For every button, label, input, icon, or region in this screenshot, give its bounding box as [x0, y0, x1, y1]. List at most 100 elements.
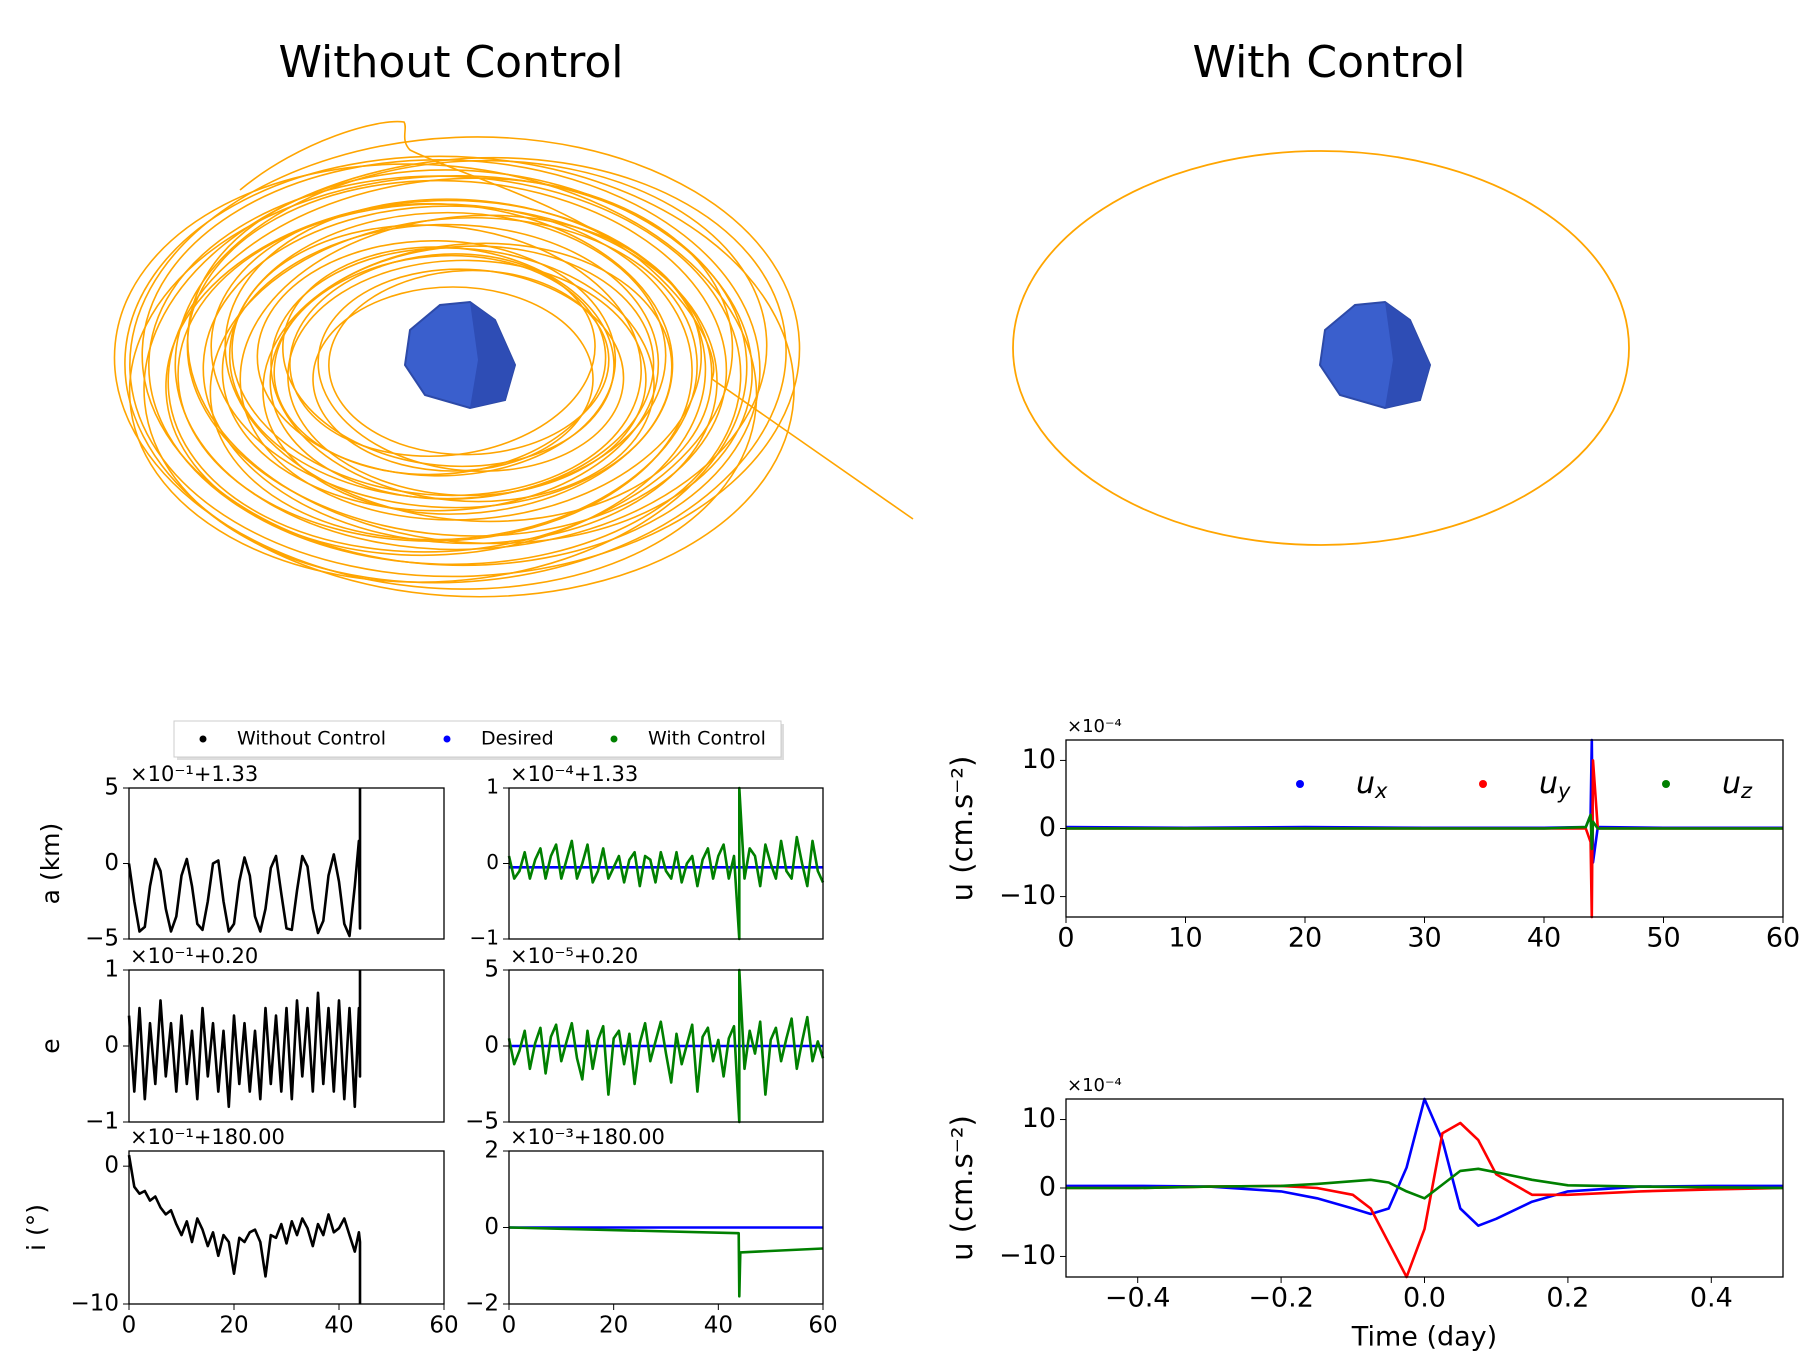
orbit [262, 242, 673, 515]
x-tick-label: 20 [1288, 923, 1322, 954]
legend-marker [1479, 780, 1487, 788]
y-axis-label: u (cm.s⁻²) [945, 756, 979, 902]
y-axis-label: u (cm.s⁻²) [945, 1115, 979, 1261]
orbit [289, 253, 596, 458]
offset-label: ×10⁻⁵+0.20 [510, 944, 638, 968]
legend-label: With Control [648, 728, 766, 750]
orbit [165, 199, 707, 557]
orbit [711, 378, 914, 520]
panel-title: With Control [1193, 37, 1466, 88]
legend-marker [1296, 780, 1304, 788]
y-tick-label: 10 [1022, 1103, 1056, 1134]
orbit [256, 239, 617, 477]
y-axis-label: e [36, 1038, 65, 1053]
y-tick-label: 5 [484, 957, 499, 983]
legend-name: u [1722, 766, 1741, 801]
x-tick-label: 50 [1646, 923, 1680, 954]
x-tick-label: −0.4 [1105, 1283, 1171, 1314]
offset-label: ×10⁻⁴ [1067, 1075, 1122, 1096]
asteroid [1318, 300, 1432, 410]
data-line [1066, 1097, 1783, 1227]
x-tick-label: 40 [324, 1313, 353, 1339]
y-tick-label: −5 [465, 1109, 499, 1135]
x-tick-label: 40 [704, 1313, 733, 1339]
offset-label: ×10⁻¹+0.20 [130, 944, 258, 968]
y-tick-label: −1 [470, 926, 499, 950]
y-tick-label: −10 [999, 880, 1056, 911]
x-tick-label: 60 [429, 1313, 458, 1339]
data-line [1066, 813, 1783, 851]
x-tick-label: 0.0 [1403, 1283, 1446, 1314]
offset-label: ×10⁻³+180.00 [510, 1125, 665, 1149]
offset-label: ×10⁻¹+1.33 [130, 762, 258, 786]
orbit-render [113, 120, 914, 598]
legend-label: Without Control [237, 728, 386, 750]
y-tick-label: −2 [465, 1291, 499, 1317]
legend-name: u [1539, 766, 1558, 801]
plot-frame [128, 969, 445, 1123]
orbit [174, 159, 768, 551]
panel-title: Without Control [279, 37, 624, 88]
legend-subscript: x [1374, 779, 1388, 803]
y-axis-label: a (km) [36, 823, 65, 905]
legend-marker [443, 735, 451, 743]
x-tick-label: 0 [502, 1313, 517, 1339]
orbit [202, 205, 718, 545]
x-tick-label: 20 [599, 1313, 628, 1339]
orbit [129, 136, 801, 578]
offset-label: ×10⁻⁴+1.33 [510, 762, 638, 786]
orbit [143, 156, 787, 584]
data-line [127, 1154, 362, 1304]
legend-subscript: y [1557, 779, 1571, 803]
legend-box [173, 720, 782, 758]
x-tick-label: −0.2 [1248, 1283, 1314, 1314]
data-line [507, 968, 825, 1124]
legend-name: u [1356, 766, 1375, 801]
data-line [1066, 759, 1783, 919]
y-tick-label: −1 [85, 1109, 119, 1135]
y-tick-label: 2 [484, 1138, 499, 1164]
y-tick-label: −10 [70, 1291, 119, 1317]
charts: −505×10⁻¹+1.33a (km)−101×10⁻⁴+1.33−101×1… [22, 716, 1800, 1351]
orbit [239, 214, 703, 521]
legend-marker [610, 735, 618, 743]
data-line [127, 970, 362, 1109]
offset-label: ×10⁻⁴ [1067, 716, 1122, 737]
orbit [231, 224, 642, 497]
orbit [239, 120, 715, 380]
y-tick-label: 0 [104, 1153, 119, 1179]
y-tick-label: 0 [486, 850, 499, 874]
data-line [1066, 1121, 1784, 1279]
legend-label: uy [1539, 766, 1571, 804]
x-tick-label: 0.4 [1690, 1283, 1733, 1314]
x-tick-label: 60 [808, 1313, 837, 1339]
y-tick-label: 0 [1039, 1172, 1056, 1203]
orbit [228, 211, 667, 500]
data-line [1065, 738, 1783, 864]
y-tick-label: 0 [104, 1033, 119, 1059]
x-tick-label: 0.2 [1546, 1283, 1589, 1314]
x-tick-label: 20 [219, 1313, 248, 1339]
y-tick-label: 1 [486, 775, 499, 799]
orbit [209, 216, 698, 541]
orbit [270, 247, 655, 503]
legend-label: Desired [481, 728, 554, 750]
x-axis-label: Time (day) [1351, 1322, 1497, 1351]
offset-label: ×10⁻¹+180.00 [130, 1125, 285, 1149]
y-tick-label: 0 [104, 850, 119, 876]
y-tick-label: −5 [85, 926, 119, 952]
orbit [128, 175, 748, 583]
legend-label: uz [1722, 766, 1753, 804]
data-line [508, 1226, 824, 1298]
orbit [186, 169, 753, 545]
x-tick-label: 30 [1407, 923, 1441, 954]
y-tick-label: 5 [104, 775, 119, 801]
data-line [1066, 1167, 1784, 1200]
asteroid [403, 300, 517, 410]
y-tick-label: 0 [484, 1214, 499, 1240]
data-line [127, 788, 362, 938]
x-tick-label: 0 [1057, 923, 1074, 954]
plot-frame [508, 787, 824, 940]
